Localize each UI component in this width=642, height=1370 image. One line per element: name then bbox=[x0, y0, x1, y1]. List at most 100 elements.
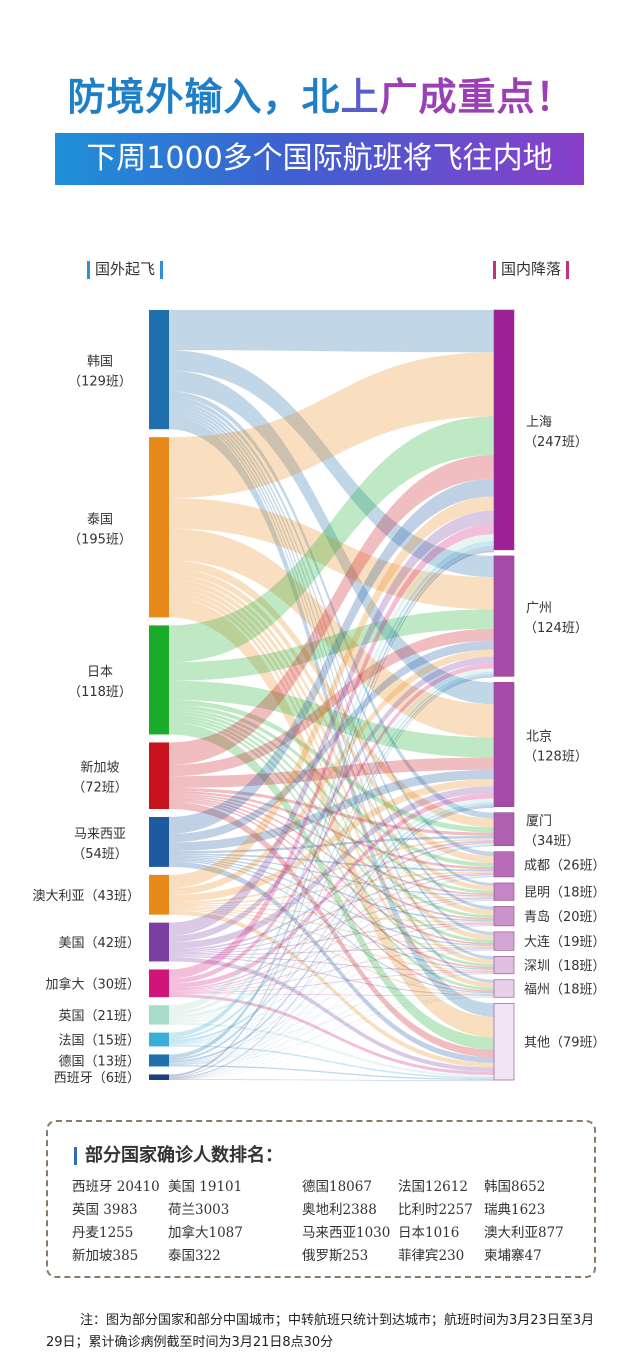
sankey-link bbox=[169, 407, 494, 936]
sankey-link bbox=[169, 925, 494, 1044]
sankey-link bbox=[169, 478, 494, 834]
sankey-link bbox=[169, 674, 494, 1061]
sankey-link bbox=[169, 798, 494, 969]
title-part-3: 广成重点！ bbox=[379, 75, 575, 119]
sankey-link bbox=[169, 416, 494, 1017]
case-entry: 泰国322 bbox=[168, 1248, 221, 1264]
sankey-link bbox=[169, 671, 494, 1040]
source-label: 法国（15班） bbox=[58, 1034, 140, 1049]
sankey-link bbox=[169, 835, 494, 854]
source-node bbox=[149, 874, 169, 915]
sankey-link bbox=[169, 711, 494, 919]
sankey-link bbox=[169, 949, 494, 1022]
sankey-link bbox=[169, 668, 494, 1016]
sankey-link bbox=[169, 528, 494, 738]
source-label: 德国（13班） bbox=[58, 1054, 140, 1069]
sankey-link bbox=[169, 859, 494, 970]
sankey-link bbox=[169, 524, 494, 979]
cases-title: 部分国家确诊人数排名： bbox=[74, 1141, 283, 1167]
sankey-link bbox=[169, 708, 494, 894]
case-entry: 柬埔寨47 bbox=[484, 1248, 542, 1264]
source-count-label: （54班） bbox=[72, 847, 128, 862]
source-node bbox=[149, 625, 169, 735]
sankey-link bbox=[169, 579, 494, 916]
sankey-link bbox=[169, 798, 494, 1019]
sankey-link bbox=[169, 352, 494, 499]
sankey-link bbox=[169, 640, 494, 843]
target-node bbox=[493, 956, 515, 975]
sankey-link bbox=[169, 801, 494, 1058]
page-subtitle: 下周1000多个国际航班将飞往内地 bbox=[86, 141, 553, 176]
target-node bbox=[493, 931, 515, 951]
subtitle-banner bbox=[55, 133, 584, 185]
sankey-link bbox=[169, 794, 494, 921]
case-entry: 日本1016 bbox=[398, 1225, 460, 1241]
sankey-link bbox=[169, 876, 494, 1079]
sankey-link bbox=[169, 840, 494, 951]
sankey-link bbox=[169, 593, 494, 988]
sankey-link bbox=[169, 498, 494, 610]
sankey-link bbox=[169, 416, 494, 663]
sankey-link bbox=[169, 872, 494, 953]
sankey-link bbox=[169, 628, 494, 777]
sankey-link bbox=[169, 510, 494, 936]
target-label: 其他（79班） bbox=[524, 1036, 606, 1051]
sankey-link bbox=[169, 876, 494, 1064]
sankey-link bbox=[169, 584, 494, 941]
target-node bbox=[493, 309, 515, 551]
sankey-link bbox=[169, 676, 494, 1078]
footnote: 注：图为部分国家和部分中国城市；中转航班只统计到达城市；航班时间为3月23日至3… bbox=[46, 1313, 595, 1350]
target-label: 厦门 bbox=[526, 814, 552, 829]
target-label: 成都（26班） bbox=[524, 858, 606, 873]
target-count-label: （247班） bbox=[524, 435, 588, 450]
source-count-label: （129班） bbox=[68, 375, 132, 390]
sankey-link bbox=[169, 900, 494, 1064]
sankey-link bbox=[169, 845, 494, 1079]
sankey-link bbox=[169, 842, 494, 990]
sankey-link bbox=[169, 897, 494, 954]
sankey-link bbox=[169, 925, 494, 1065]
sankey-link bbox=[169, 855, 494, 897]
sankey-link bbox=[169, 370, 494, 705]
target-node bbox=[493, 1002, 515, 1081]
sankey-link bbox=[169, 568, 494, 863]
case-entry: 韩国8652 bbox=[484, 1179, 546, 1195]
target-label: 福州（18班） bbox=[524, 983, 606, 998]
source-node bbox=[149, 1054, 169, 1067]
sankey-link bbox=[169, 899, 494, 1044]
sankey-link bbox=[169, 956, 494, 996]
case-entry: 奥地利2388 bbox=[302, 1202, 377, 1218]
sankey-link bbox=[169, 796, 494, 945]
sankey-link bbox=[169, 997, 494, 1080]
sankey-link bbox=[169, 994, 494, 1075]
case-entry: 美国 19101 bbox=[168, 1179, 243, 1195]
sankey-link bbox=[169, 410, 494, 960]
title-part-1: 防境外输入，北 bbox=[67, 75, 341, 119]
sankey-link bbox=[169, 973, 494, 1080]
target-label: 上海 bbox=[526, 415, 552, 430]
sankey-link bbox=[169, 699, 494, 833]
target-label: 深圳（18班） bbox=[524, 959, 606, 974]
sankey-link bbox=[169, 350, 494, 578]
sankey-link bbox=[169, 560, 494, 828]
target-node bbox=[493, 906, 515, 927]
sankey-link bbox=[169, 900, 494, 1079]
sankey-link bbox=[169, 786, 494, 950]
sankey-link bbox=[169, 545, 494, 1059]
sankey-link bbox=[169, 996, 494, 1023]
sankey-link bbox=[169, 589, 494, 965]
sankey-link bbox=[169, 663, 494, 984]
sankey-link bbox=[169, 906, 494, 923]
sankey-link bbox=[169, 413, 494, 983]
sankey-link bbox=[169, 1079, 494, 1081]
sankey-link bbox=[169, 955, 494, 972]
case-entry: 马来西亚1030 bbox=[302, 1225, 391, 1241]
source-label: 西班牙（6班） bbox=[54, 1071, 140, 1086]
sankey-link bbox=[169, 1044, 494, 1079]
case-entry: 加拿大1087 bbox=[168, 1225, 243, 1241]
case-entry: 西班牙 20410 bbox=[72, 1179, 160, 1195]
sankey-link bbox=[169, 793, 494, 989]
sankey-link bbox=[169, 860, 494, 994]
left-heading-text: 国外起飞 bbox=[95, 260, 156, 278]
target-label: 北京 bbox=[526, 730, 552, 745]
